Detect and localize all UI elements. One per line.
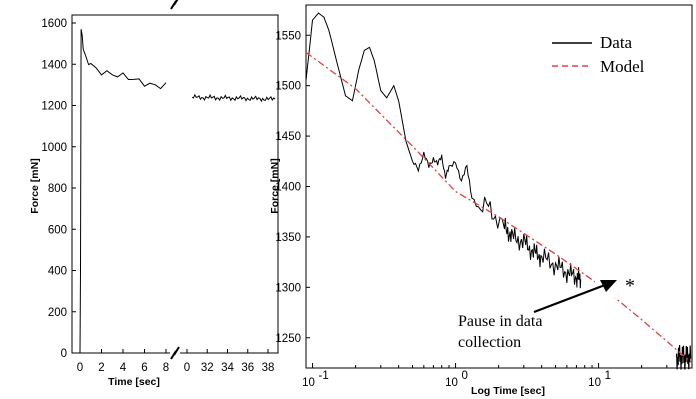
legend-model-label: Model — [600, 57, 645, 76]
left-x-tick-label: 38 — [262, 362, 275, 374]
axis-break-marks — [170, 0, 180, 361]
right-x-tick-exponent: 1 — [605, 370, 611, 382]
right-y-axis-label: Force [mN] — [269, 158, 281, 213]
annotation-text-line1: Pause in data — [458, 313, 542, 330]
right-y-tick-label: 1400 — [275, 182, 301, 194]
left-y-axis-label: Force [mN] — [29, 158, 41, 213]
annotation-mask — [595, 258, 665, 298]
left-x-tick-label: 36 — [241, 362, 254, 374]
right-data-line-segment2 — [675, 344, 692, 370]
left-y-tick-label: 1000 — [41, 142, 67, 154]
right-x-tick-label: 10 — [302, 377, 315, 389]
right-y-tick-label: 1300 — [275, 282, 301, 294]
left-x-tick-label: 2 — [98, 362, 104, 374]
right-data-line-segment1 — [305, 12, 582, 289]
left-y-tick-label: 200 — [48, 307, 67, 319]
right-x-tick-label: 10 — [588, 377, 601, 389]
legend: Data Model — [552, 33, 645, 76]
left-force-line-segment2 — [191, 93, 276, 103]
left-x-tick-label: 6 — [141, 362, 147, 374]
left-x-tick-label: 8 — [163, 362, 169, 374]
annotation-text-line2: collection — [458, 334, 521, 351]
axis-break-zigzag — [170, 0, 179, 10]
left-y-ticks: 0 200 400 600 800 1000 1200 1400 1600 — [41, 18, 76, 360]
left-x-ticks: 0 2 4 6 8 0 32 34 36 38 — [77, 349, 275, 374]
annotation-arrowhead — [600, 280, 617, 292]
left-plot-frame — [71, 14, 279, 354]
left-x-axis-label: Time [sec] — [108, 376, 160, 388]
axis-break-gap — [170, 0, 180, 11]
right-x-tick-label: 10 — [445, 377, 458, 389]
left-y-tick-label: 0 — [61, 348, 67, 360]
left-y-tick-label: 1600 — [41, 18, 67, 30]
left-y-tick-label: 800 — [48, 183, 67, 195]
right-y-ticks: 1250 1300 1350 1400 1450 1500 1550 — [275, 30, 310, 345]
right-y-tick-label: 1350 — [275, 232, 301, 244]
right-x-ticks: 10 -1 10 0 10 1 — [302, 363, 686, 389]
left-y-tick-label: 1400 — [41, 59, 67, 71]
left-x-tick-label: 32 — [201, 362, 214, 374]
right-y-tick-label: 1500 — [275, 81, 301, 93]
right-series — [305, 12, 693, 370]
annotation-asterisk: * — [625, 275, 635, 297]
left-x-tick-label: 0 — [77, 362, 83, 374]
axis-break-zigzag — [170, 346, 180, 360]
right-x-axis-label: Log Time [sec] — [471, 385, 545, 397]
right-y-tick-label: 1250 — [275, 333, 301, 345]
right-y-tick-label: 1450 — [275, 131, 301, 143]
annotation-arrow-line — [533, 283, 606, 314]
left-y-tick-label: 600 — [48, 224, 67, 236]
legend-data-label: Data — [600, 33, 633, 52]
left-y-tick-label: 400 — [48, 266, 67, 278]
right-y-tick-label: 1550 — [275, 30, 301, 42]
right-x-tick-exponent: 0 — [462, 370, 468, 382]
left-y-tick-label: 1200 — [41, 101, 67, 113]
right-x-tick-exponent: -1 — [319, 370, 329, 382]
left-x-tick-label: 4 — [120, 362, 127, 374]
left-force-line-segment1 — [79, 29, 167, 354]
left-x-tick-label: 34 — [221, 362, 234, 374]
left-panel: 0 200 400 600 800 1000 1200 1400 1600 0 2 4 6 8 0 32 34… — [29, 0, 279, 388]
left-series — [79, 29, 276, 354]
left-x-tick-label: 0 — [184, 362, 190, 374]
pause-annotation: Pause in data collection * — [458, 258, 665, 351]
